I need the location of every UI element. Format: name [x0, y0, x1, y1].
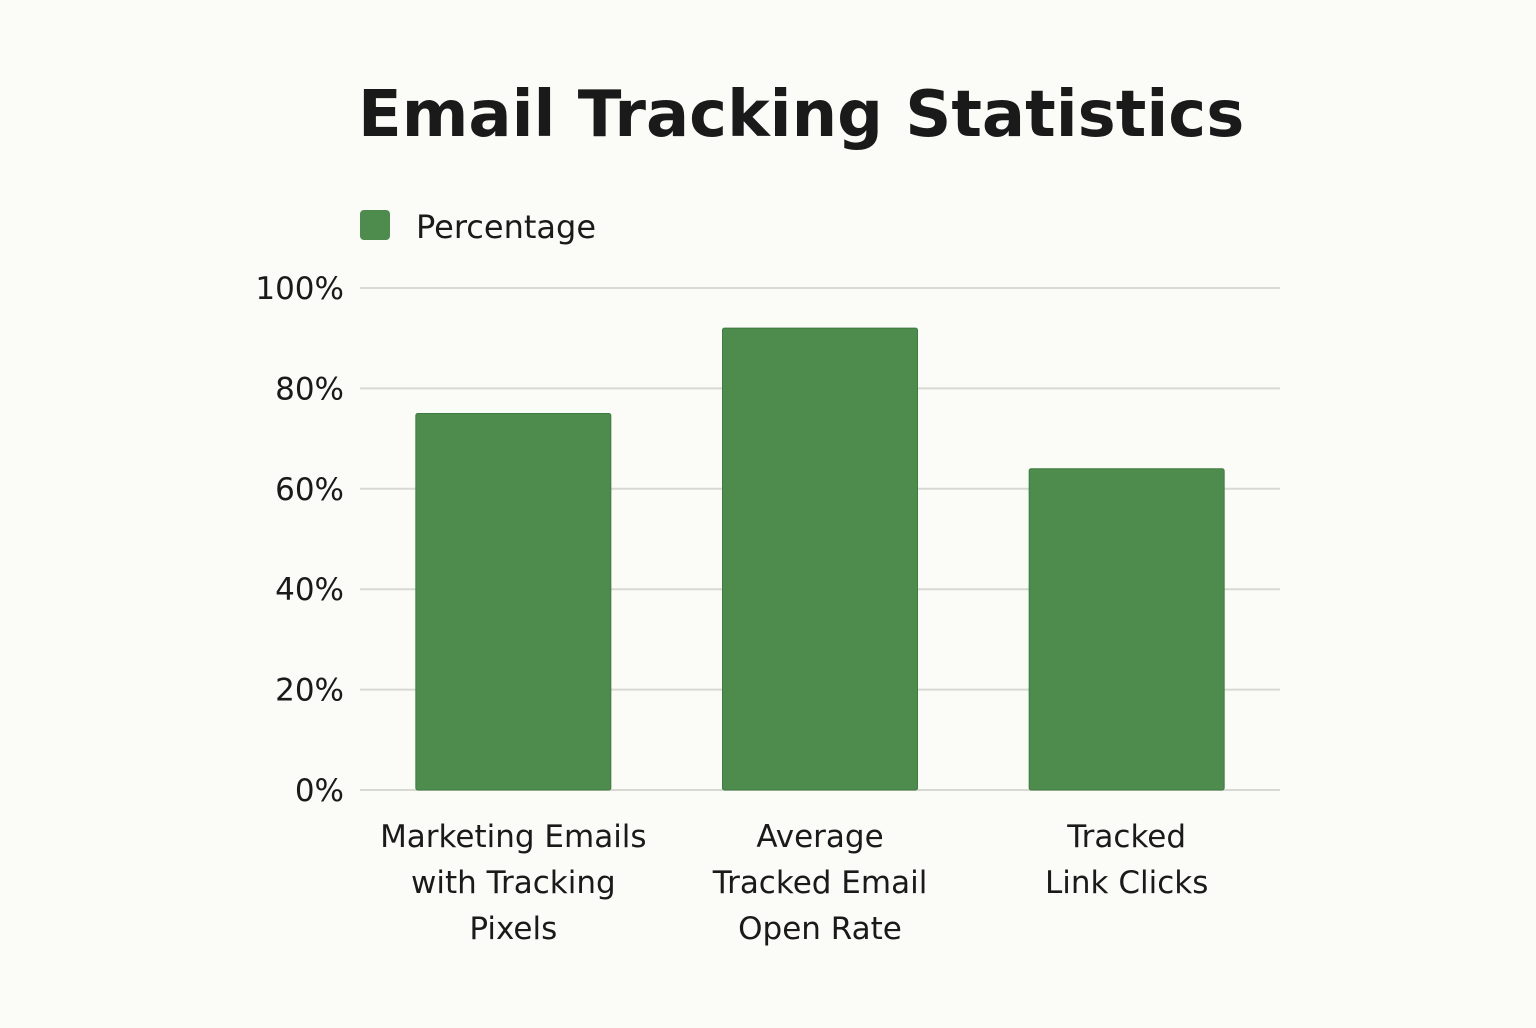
x-tick-label-line: Tracked: [1066, 819, 1186, 855]
x-axis-labels: Marketing Emails with Tracking Pixels Avera…: [380, 819, 1208, 947]
x-tick-label-line: Tracked Email: [712, 865, 928, 901]
y-tick-label: 60%: [275, 472, 344, 508]
bar: [1028, 468, 1225, 791]
chart-title: Email Tracking Statistics: [358, 78, 1244, 152]
x-tick-label-line: Open Rate: [738, 911, 902, 947]
x-tick-label-line: with Tracking: [411, 865, 616, 901]
x-tick-label-line: Pixels: [469, 911, 557, 947]
x-tick-label: Average Tracked Email Open Rate: [712, 819, 928, 947]
bars: [415, 327, 1225, 791]
y-tick-label: 40%: [275, 572, 344, 608]
y-tick-label: 0%: [295, 773, 344, 809]
x-tick-label-line: Link Clicks: [1045, 865, 1208, 901]
x-tick-label: Marketing Emails with Tracking Pixels: [380, 819, 647, 947]
y-tick-label: 100%: [255, 271, 344, 307]
x-tick-label: Tracked Link Clicks: [1045, 819, 1208, 901]
legend-swatch: [360, 210, 390, 240]
y-axis-ticks: 0% 20% 40% 60% 80% 100%: [255, 271, 344, 809]
bar: [415, 413, 612, 791]
bar: [722, 327, 918, 791]
x-tick-label-line: Marketing Emails: [380, 819, 647, 855]
x-tick-label-line: Average: [756, 819, 883, 855]
legend-label: Percentage: [416, 208, 596, 246]
y-tick-label: 80%: [275, 371, 344, 407]
y-tick-label: 20%: [275, 673, 344, 709]
legend: Percentage: [360, 208, 596, 246]
